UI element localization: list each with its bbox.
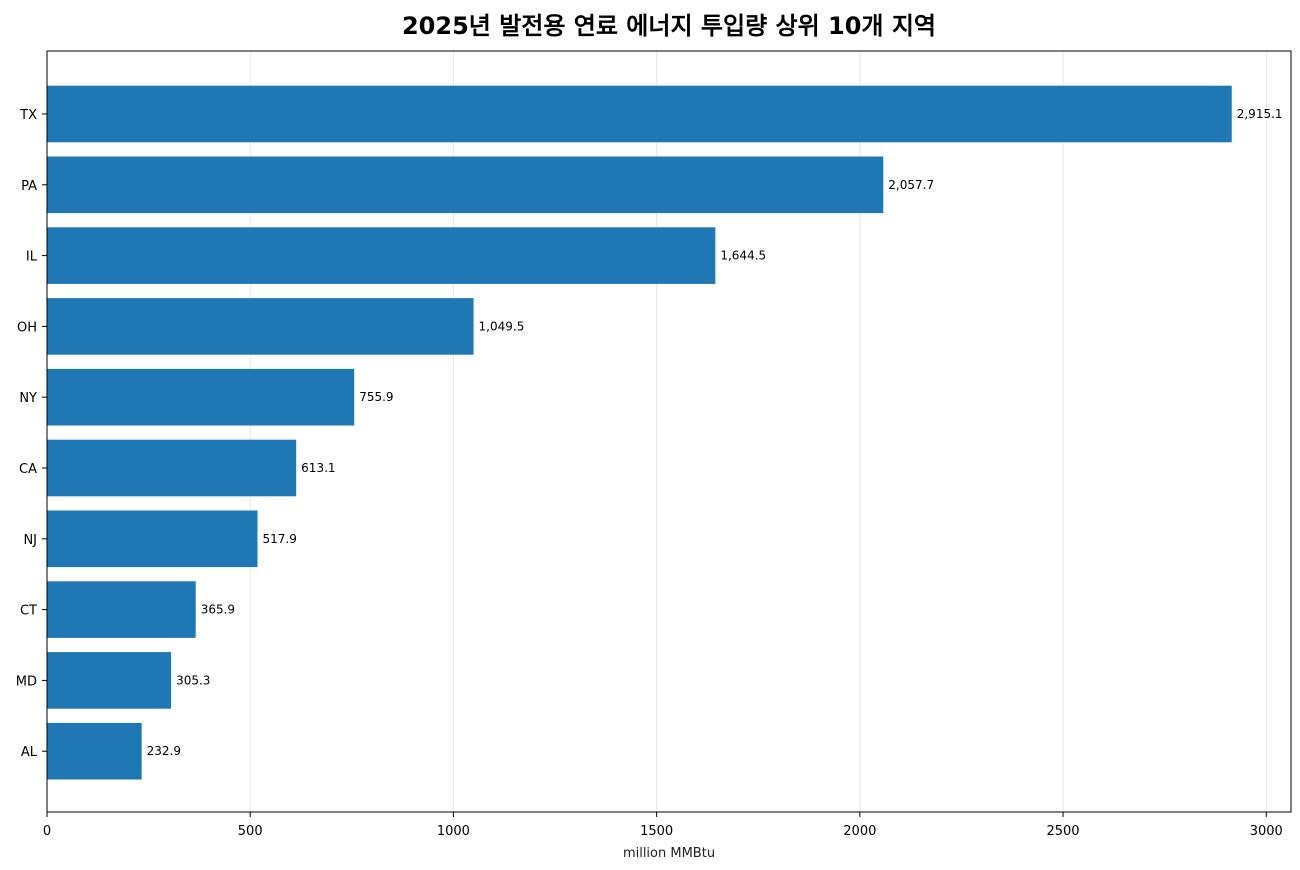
bar-md — [47, 652, 172, 709]
x-tick-label: 1000 — [437, 824, 470, 839]
data-label-il: 1,644.5 — [720, 249, 766, 263]
y-tick-label-ct: CT — [20, 604, 37, 619]
data-label-ca: 613.1 — [301, 461, 335, 475]
y-tick-label-tx: TX — [19, 108, 37, 123]
y-tick-label-oh: OH — [17, 320, 37, 335]
y-tick-label-ny: NY — [19, 391, 37, 406]
data-label-al: 232.9 — [147, 744, 181, 758]
bar-ny — [47, 368, 355, 426]
bar-al — [47, 722, 142, 780]
y-tick-label-pa: PA — [21, 179, 37, 194]
data-label-ct: 365.9 — [201, 603, 235, 617]
bar-oh — [47, 298, 474, 355]
y-tick-label-nj: NJ — [23, 533, 37, 548]
bar-nj — [47, 510, 258, 568]
x-axis-label: million MMBtu — [623, 846, 715, 861]
y-tick-label-al: AL — [21, 745, 38, 760]
data-labels: 2,915.1 2,057.7 1,644.5 1,049.5 755.9 613.1 51… — [147, 107, 1283, 758]
x-tick-label: 500 — [238, 824, 263, 839]
bar-il — [47, 227, 716, 284]
y-tick-label-ca: CA — [19, 462, 37, 477]
data-label-pa: 2,057.7 — [888, 178, 934, 192]
x-axis-ticks: 0 500 1000 1500 2000 2500 3000 — [43, 812, 1283, 839]
bar-ca — [47, 439, 297, 497]
bars — [47, 85, 1232, 780]
x-tick-label: 3000 — [1250, 824, 1283, 839]
data-label-tx: 2,915.1 — [1237, 107, 1283, 121]
plot-area-frame — [46, 50, 1292, 813]
chart-title: 2025년 발전용 연료 에너지 투입량 상위 10개 지역 — [402, 12, 936, 40]
x-tick-label: 0 — [43, 824, 51, 839]
x-tick-label: 2000 — [843, 824, 876, 839]
y-axis-ticks: TX PA IL OH NY CA NJ CT MD AL — [16, 108, 47, 760]
data-label-md: 305.3 — [176, 673, 210, 687]
y-tick-label-il: IL — [26, 250, 38, 265]
x-tick-label: 2500 — [1046, 824, 1079, 839]
bar-pa — [47, 156, 884, 214]
data-label-oh: 1,049.5 — [479, 319, 525, 333]
x-tick-label: 1500 — [640, 824, 673, 839]
bar-tx — [47, 85, 1232, 143]
data-label-ny: 755.9 — [359, 390, 393, 404]
bar-ct — [47, 581, 196, 638]
data-label-nj: 517.9 — [262, 532, 296, 546]
y-tick-label-md: MD — [16, 674, 37, 689]
